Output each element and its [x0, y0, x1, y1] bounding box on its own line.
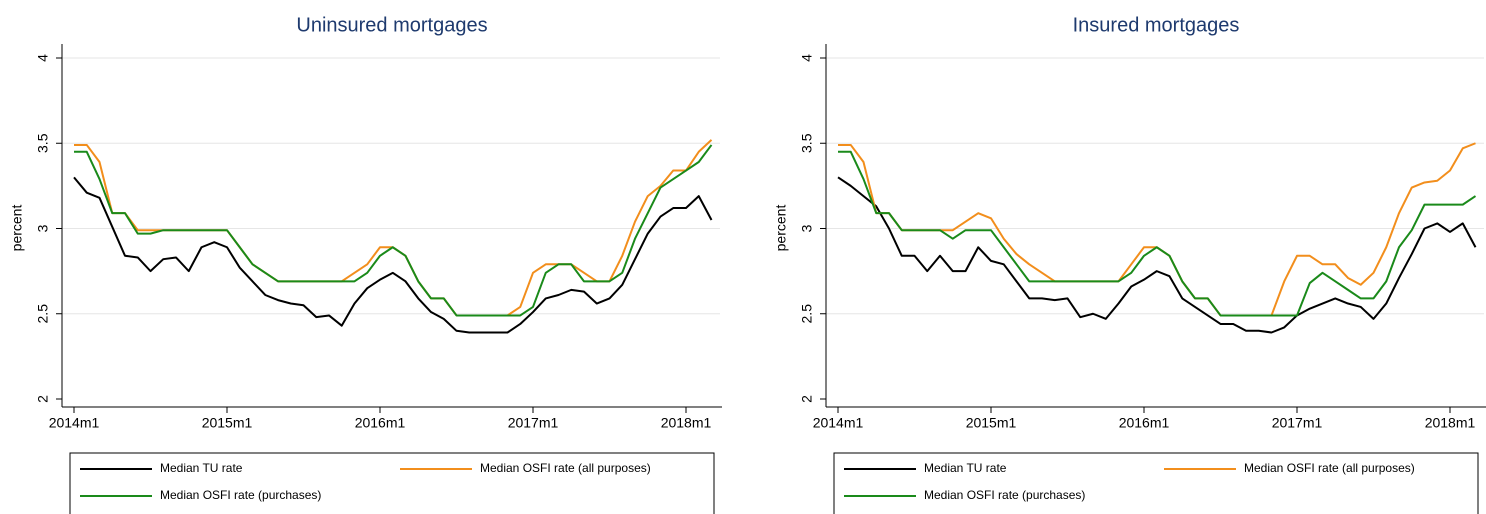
series-line	[838, 150, 1477, 317]
y-axis-label: percent	[9, 205, 25, 252]
y-tick-label: 3.5	[35, 133, 51, 153]
legend-box	[833, 452, 1479, 514]
x-tick-label: 2015m1	[202, 415, 253, 431]
legend-label: Median TU rate	[160, 461, 243, 475]
panel: Uninsured mortgages percent 2 2.5 3 3.5 4 2014m…	[9, 14, 722, 514]
series-line	[74, 139, 713, 317]
series-line	[74, 144, 713, 317]
chart-title: Insured mortgages	[1073, 14, 1240, 36]
y-tick-label: 3	[799, 224, 815, 232]
legend-label: Median OSFI rate (purchases)	[160, 488, 321, 502]
x-tick-label: 2015m1	[966, 415, 1017, 431]
legend-label: Median OSFI rate (all purposes)	[480, 461, 651, 475]
legend-label: Median OSFI rate (purchases)	[924, 488, 1085, 502]
x-tick-label: 2017m1	[508, 415, 559, 431]
legend-label: Median TU rate	[924, 461, 1007, 475]
series-line	[73, 176, 713, 334]
panel: Insured mortgages percent 2 2.5 3 3.5 4 2014m1 2…	[773, 14, 1486, 514]
y-axis-label: percent	[773, 205, 789, 252]
y-tick-label: 2	[35, 395, 51, 403]
x-tick-label: 2018m1	[1425, 415, 1476, 431]
chart-title: Uninsured mortgages	[296, 14, 487, 36]
y-tick-label: 3.5	[799, 133, 815, 153]
y-tick-label: 2.5	[799, 304, 815, 324]
x-tick-label: 2014m1	[49, 415, 100, 431]
y-tick-label: 2.5	[35, 304, 51, 324]
x-tick-label: 2017m1	[1272, 415, 1323, 431]
y-tick-label: 4	[799, 54, 815, 62]
x-tick-label: 2016m1	[1119, 415, 1170, 431]
y-tick-label: 4	[35, 54, 51, 62]
x-tick-label: 2016m1	[355, 415, 406, 431]
legend-label: Median OSFI rate (all purposes)	[1244, 461, 1415, 475]
y-tick-label: 2	[799, 395, 815, 403]
series-line	[837, 176, 1477, 334]
legend-box	[69, 452, 715, 514]
x-tick-label: 2018m1	[661, 415, 712, 431]
x-tick-label: 2014m1	[813, 415, 864, 431]
y-tick-label: 3	[35, 224, 51, 232]
